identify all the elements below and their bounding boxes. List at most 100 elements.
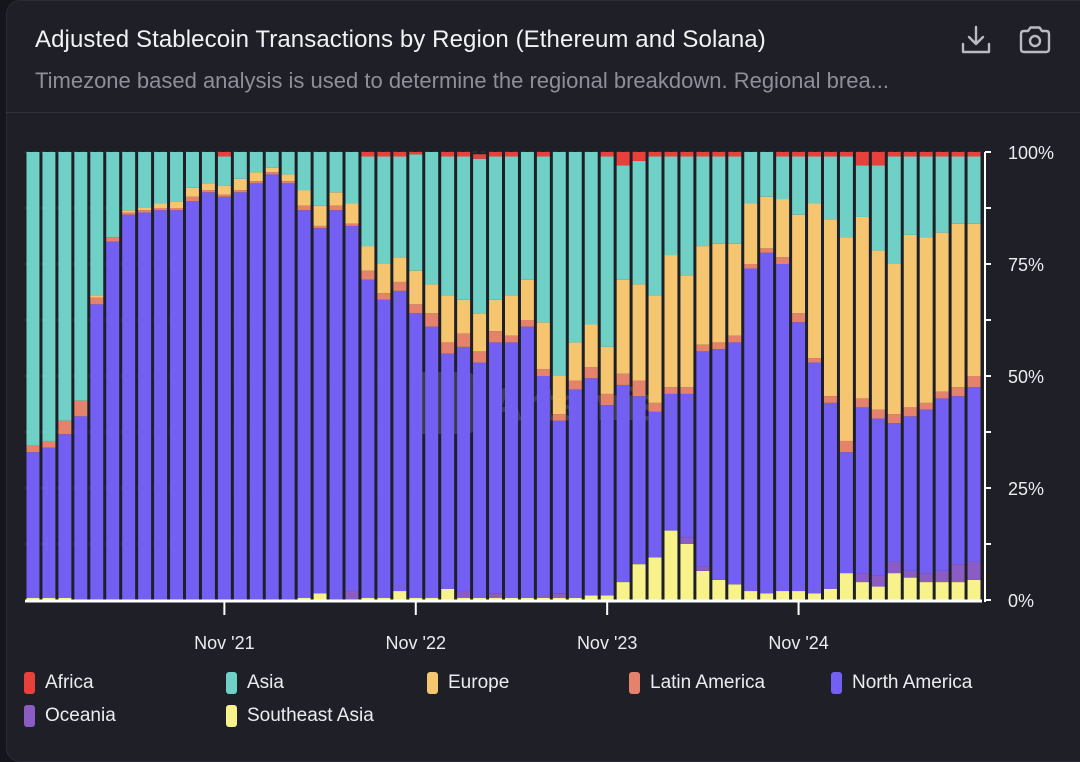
- bar-segment-europe[interactable]: [648, 295, 662, 403]
- bar-segment-europe[interactable]: [712, 243, 726, 343]
- bar-segment-north-america[interactable]: [74, 416, 88, 600]
- bar-segment-north-america[interactable]: [967, 387, 981, 562]
- bar-segment-southeast-asia[interactable]: [776, 591, 790, 600]
- bar-segment-asia[interactable]: [536, 156, 550, 323]
- bar-segment-europe[interactable]: [329, 192, 343, 206]
- bar-segment-southeast-asia[interactable]: [935, 582, 949, 600]
- bar-segment-oceania[interactable]: [887, 561, 901, 574]
- bar-segment-north-america[interactable]: [281, 183, 295, 601]
- bar-segment-europe[interactable]: [935, 232, 949, 392]
- bar-segment-north-america[interactable]: [441, 353, 455, 589]
- bar-segment-europe[interactable]: [138, 208, 152, 211]
- bar-segment-asia[interactable]: [951, 156, 965, 224]
- bar-segment-latin-america[interactable]: [281, 181, 295, 184]
- bar-segment-north-america[interactable]: [122, 214, 136, 600]
- bar-segment-asia[interactable]: [744, 152, 758, 204]
- bar-segment-europe[interactable]: [297, 190, 311, 206]
- bar-segment-north-america[interactable]: [919, 409, 933, 574]
- bar-segment-africa[interactable]: [680, 152, 694, 157]
- bar-segment-latin-america[interactable]: [967, 376, 981, 388]
- bar-segment-latin-america[interactable]: [536, 369, 550, 376]
- bar-segment-latin-america[interactable]: [345, 223, 359, 226]
- bar-segment-asia[interactable]: [808, 156, 821, 204]
- bar-segment-asia[interactable]: [887, 156, 901, 264]
- bar-segment-asia[interactable]: [505, 156, 518, 296]
- bar-segment-europe[interactable]: [552, 376, 566, 415]
- bar-segment-europe[interactable]: [186, 187, 199, 197]
- bar-segment-asia[interactable]: [680, 156, 694, 276]
- bar-segment-north-america[interactable]: [409, 313, 423, 598]
- bar-segment-asia[interactable]: [824, 156, 837, 220]
- bar-segment-latin-america[interactable]: [887, 414, 901, 424]
- bar-segment-oceania[interactable]: [696, 566, 710, 571]
- bar-segment-europe[interactable]: [792, 214, 806, 314]
- bar-segment-latin-america[interactable]: [903, 407, 917, 417]
- bar-segment-north-america[interactable]: [600, 405, 614, 596]
- bar-segment-north-america[interactable]: [664, 393, 678, 531]
- bar-segment-asia[interactable]: [170, 152, 183, 202]
- bar-segment-oceania[interactable]: [903, 570, 917, 578]
- bar-segment-europe[interactable]: [265, 167, 279, 173]
- bar-segment-africa[interactable]: [361, 152, 375, 157]
- bar-segment-europe[interactable]: [808, 203, 821, 359]
- bar-segment-southeast-asia[interactable]: [393, 591, 407, 600]
- bar-segment-latin-america[interactable]: [74, 400, 88, 417]
- bar-segment-north-america[interactable]: [170, 210, 183, 601]
- bar-segment-africa[interactable]: [712, 152, 726, 157]
- bar-segment-europe[interactable]: [568, 342, 582, 381]
- bar-segment-latin-america[interactable]: [568, 380, 582, 390]
- bar-segment-asia[interactable]: [138, 152, 152, 208]
- bar-segment-asia[interactable]: [792, 156, 806, 215]
- bar-segment-north-america[interactable]: [808, 362, 821, 594]
- bar-segment-europe[interactable]: [441, 295, 455, 343]
- bar-segment-oceania[interactable]: [855, 573, 869, 583]
- bar-segment-latin-america[interactable]: [249, 181, 263, 184]
- bar-segment-africa[interactable]: [935, 152, 949, 157]
- bar-segment-africa[interactable]: [536, 152, 550, 157]
- bar-segment-latin-america[interactable]: [233, 190, 247, 193]
- legend-item-southeast-asia[interactable]: Southeast Asia: [226, 705, 374, 727]
- bar-segment-asia[interactable]: [233, 152, 247, 179]
- bar-segment-north-america[interactable]: [377, 299, 391, 598]
- bar-segment-africa[interactable]: [489, 152, 502, 157]
- bar-segment-north-america[interactable]: [233, 192, 247, 600]
- bar-segment-southeast-asia[interactable]: [967, 579, 981, 600]
- bar-segment-europe[interactable]: [201, 183, 215, 191]
- bar-segment-europe[interactable]: [664, 255, 678, 388]
- bar-segment-north-america[interactable]: [760, 252, 774, 594]
- bar-segment-north-america[interactable]: [792, 322, 806, 592]
- bar-segment-north-america[interactable]: [138, 212, 152, 601]
- bar-segment-latin-america[interactable]: [106, 237, 120, 242]
- bar-segment-north-america[interactable]: [616, 384, 630, 583]
- bar-segment-europe[interactable]: [361, 246, 375, 271]
- bar-segment-southeast-asia[interactable]: [42, 597, 56, 600]
- bar-segment-north-america[interactable]: [728, 342, 742, 585]
- bar-segment-europe[interactable]: [505, 295, 518, 336]
- bar-segment-north-america[interactable]: [329, 210, 343, 601]
- bar-segment-north-america[interactable]: [839, 452, 853, 574]
- bar-segment-europe[interactable]: [600, 346, 614, 394]
- bar-segment-southeast-asia[interactable]: [536, 597, 550, 600]
- bar-segment-europe[interactable]: [154, 203, 168, 208]
- bar-segment-europe[interactable]: [871, 250, 885, 410]
- bar-segment-southeast-asia[interactable]: [855, 582, 869, 600]
- bar-segment-southeast-asia[interactable]: [728, 584, 742, 600]
- bar-segment-oceania[interactable]: [552, 593, 566, 598]
- bar-segment-north-america[interactable]: [26, 452, 40, 598]
- bar-segment-europe[interactable]: [824, 219, 837, 397]
- bar-segment-southeast-asia[interactable]: [313, 593, 327, 600]
- bar-segment-asia[interactable]: [489, 156, 502, 300]
- bar-segment-southeast-asia[interactable]: [505, 597, 518, 600]
- bar-segment-north-america[interactable]: [249, 183, 263, 601]
- bar-segment-north-america[interactable]: [361, 279, 375, 598]
- bar-segment-latin-america[interactable]: [265, 172, 279, 175]
- bar-segment-north-america[interactable]: [903, 416, 917, 571]
- bar-segment-africa[interactable]: [600, 152, 614, 157]
- bar-segment-asia[interactable]: [632, 160, 646, 285]
- bar-segment-southeast-asia[interactable]: [489, 597, 502, 600]
- bar-segment-latin-america[interactable]: [792, 313, 806, 323]
- bar-segment-africa[interactable]: [648, 152, 662, 157]
- bar-segment-europe[interactable]: [313, 205, 327, 226]
- bar-segment-latin-america[interactable]: [201, 190, 215, 193]
- legend-item-asia[interactable]: Asia: [226, 672, 284, 694]
